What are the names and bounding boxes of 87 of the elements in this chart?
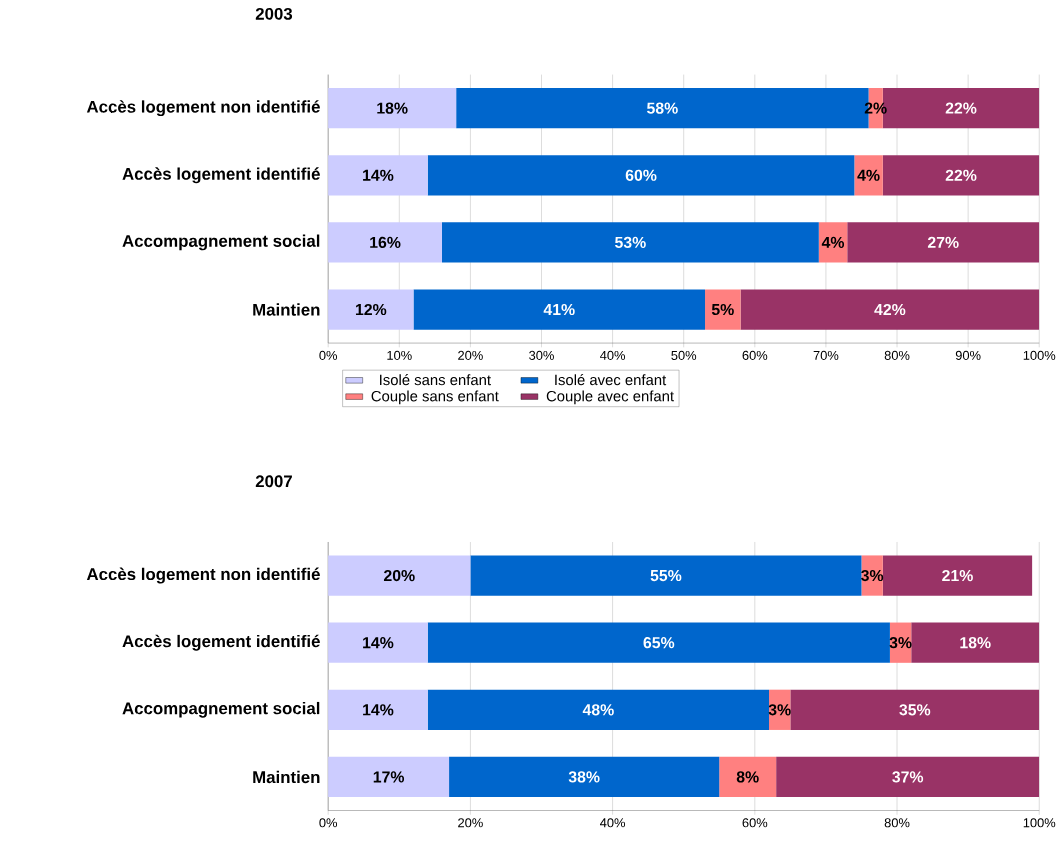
data-label: 21% [942,569,973,582]
data-label: 22% [945,102,977,114]
data-label: 14% [363,636,394,649]
bar [911,622,1040,663]
data-label: 14% [363,704,394,716]
data-label: 38% [568,771,600,783]
bar [719,756,777,797]
bar [790,689,1040,730]
data-label: 27% [927,236,959,248]
y-tick-label: Accès logement identifié [122,634,320,651]
data-label: 3% [861,569,884,582]
bar [427,622,890,663]
bar [882,555,1033,596]
bar [328,689,428,730]
y-tick-label: Accès logement non identifié [86,100,320,116]
data-label: 4% [857,169,880,181]
data-label: 35% [899,704,931,716]
bar [449,756,720,797]
y-tick-label: Accès logement non identifié [86,567,320,584]
data-label: 20% [383,569,415,582]
bar [705,289,741,330]
chart-title: 2007 [255,475,292,488]
y-tick-label: Maintien [253,770,320,783]
data-label: 4% [821,236,845,248]
legend-label: Isolé avec enfant [555,373,667,386]
bar [740,289,1040,330]
bar [328,154,428,196]
x-tick-label: 0% [319,818,338,828]
y-tick-label: Accès logement identifié [122,167,320,184]
data-label: 55% [650,569,682,581]
bar [847,222,1040,263]
x-tick-label: 80% [884,350,910,360]
legend-label: Isolé sans enfant [380,373,491,386]
data-label: 14% [363,169,394,181]
data-label: 42% [874,303,906,315]
data-label: 60% [625,169,657,181]
x-tick-label: 0% [319,350,338,360]
chart-title: 2003 [255,7,293,20]
bar [441,222,819,263]
data-label: 22% [945,169,977,181]
data-label: 17% [373,771,405,783]
x-tick-label: 70% [813,350,839,360]
data-label: 8% [736,771,759,783]
data-label: 53% [615,236,646,248]
data-label: 5% [711,303,734,315]
y-tick-label: Accompagnement social [122,701,320,718]
x-tick-label: 30% [529,350,554,360]
bar [776,756,1040,797]
legend-label: Couple avec enfant [546,390,674,405]
bar [328,622,428,663]
bar [861,555,883,596]
bar [328,87,457,129]
data-label: 18% [377,102,408,114]
x-tick-label: 100% [1023,350,1056,360]
bar [882,154,1040,196]
data-label: 12% [355,303,387,315]
data-label: 16% [370,236,401,248]
x-tick-label: 20% [458,818,483,828]
bar [328,222,442,263]
bar [427,689,770,730]
x-tick-label: 40% [600,818,626,828]
bar [413,289,706,330]
x-tick-label: 50% [671,350,697,360]
x-tick-label: 80% [884,818,910,828]
x-tick-label: 100% [1023,818,1056,828]
y-tick-label: Accompagnement social [122,234,320,251]
data-label: 41% [543,303,575,315]
x-tick-label: 10% [387,350,412,360]
data-label: 58% [647,102,678,114]
data-label: 18% [960,636,991,649]
x-tick-label: 60% [742,818,768,828]
x-tick-label: 60% [742,350,768,360]
bar [328,756,450,797]
bar [328,289,414,330]
data-label: 37% [892,771,924,783]
bar [328,555,471,596]
legend-label: Couple sans enfant [371,390,499,405]
x-tick-label: 20% [458,350,483,360]
y-tick-label: Maintien [253,303,320,316]
bar [854,154,883,196]
bar [818,222,848,263]
data-label: 48% [582,704,614,716]
x-tick-label: 40% [600,350,626,360]
bar [427,154,855,196]
x-tick-label: 90% [955,350,981,360]
bar [470,555,862,596]
data-label: 65% [643,636,675,649]
